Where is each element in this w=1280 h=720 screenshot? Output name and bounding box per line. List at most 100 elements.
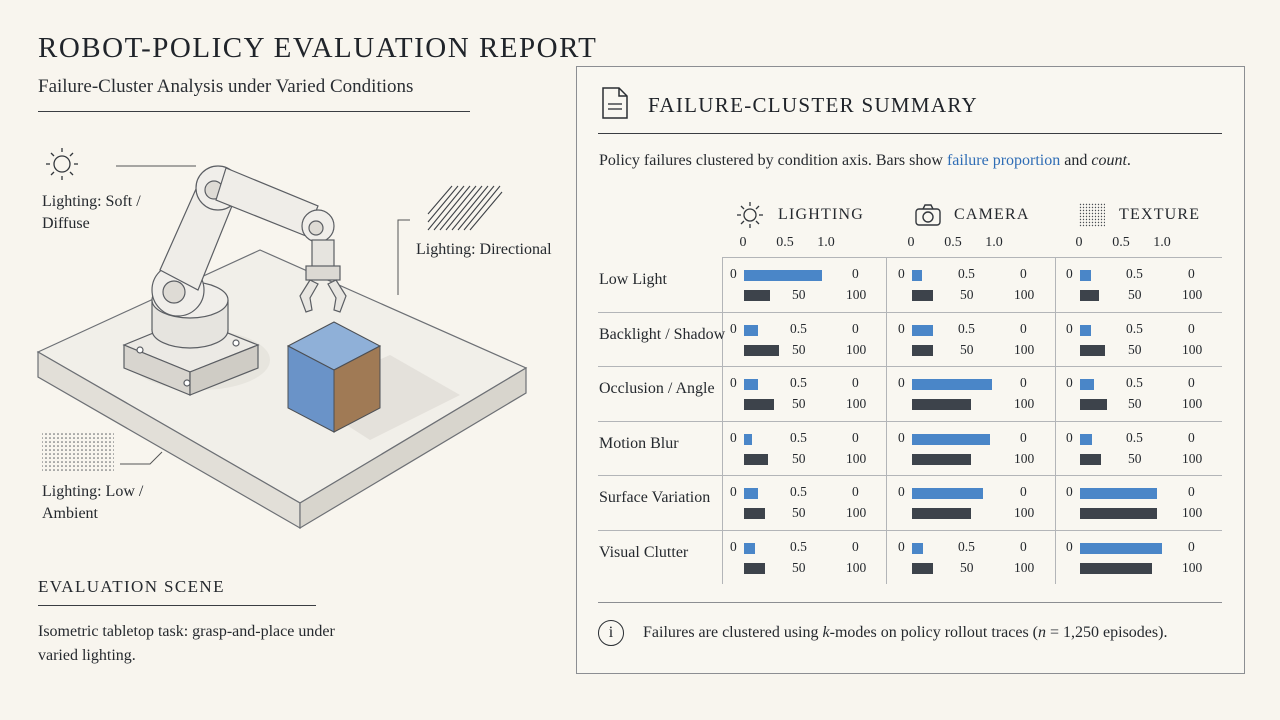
axis-tick-label: 0 [907,235,915,250]
scene-illustration [36,148,528,530]
zero-label-right: 0 [1020,429,1027,445]
half-label: 0.5 [790,484,807,499]
footnote-suffix: = 1,250 episodes). [1046,624,1168,641]
label-soft-diffuse: Lighting: Soft / Diffuse [42,191,141,235]
row-divider [598,475,1222,476]
footnote-mid: -modes on policy rollout traces ( [829,624,1038,641]
leader-low [120,451,163,465]
count-bar [1080,399,1108,410]
row-label-5: Visual Clutter [599,543,689,561]
zero-label: 0 [898,266,905,281]
zero-label-right: 0 [1188,375,1195,390]
count-50-label: 50 [1128,396,1142,411]
intro-highlight: failure proportion [946,152,1061,169]
proportion-bar [744,433,753,445]
zero-label: 0 [898,484,905,499]
zero-label: 0 [1066,320,1073,336]
zero-label: 0 [1066,484,1073,499]
row-divider [598,420,1222,422]
count-100-label: 100 [1182,341,1203,357]
zero-label: 0 [1066,266,1073,281]
proportion-bar [912,542,923,554]
dot-swatch-icon [42,432,114,472]
row-label-0: Low Light [599,271,667,288]
axis-tick-label: 0.5 [944,235,962,250]
zero-label: 0 [898,320,905,336]
count-bar [912,453,972,465]
zero-label-right: 0 [852,320,859,336]
column-head-texture: TEXTURE [1119,206,1201,223]
proportion-bar [744,379,758,390]
sun-icon [46,148,78,180]
scene-rule [38,605,316,606]
column-head-lighting: LIGHTING [778,206,865,223]
intro-prefix: Policy failures clustered by condition a… [599,152,947,169]
header-rule [38,111,470,112]
column-head-camera: CAMERA [954,206,1030,223]
count-50-label: 50 [792,450,806,466]
half-label: 0.5 [1126,266,1143,281]
row-label-3: Motion Blur [599,434,679,452]
panel-title: FAILURE-CLUSTER SUMMARY [648,93,978,117]
zero-label: 0 [730,484,737,499]
target-cube [286,321,382,433]
zero-label-right: 0 [852,375,859,390]
label-low-line1: Lighting: Low / [42,483,144,500]
panel-intro: Policy failures clustered by condition a… [599,152,1131,170]
zero-label-right: 0 [852,538,859,554]
count-100-label: 100 [1014,505,1035,520]
label-directional: Lighting: Directional [416,241,552,258]
count-bar [912,344,933,356]
half-label: 0.5 [1126,375,1143,390]
footnote: Failures are clustered using k-modes on … [643,624,1167,642]
half-label: 0.5 [1126,429,1143,445]
count-100-label: 100 [846,287,867,302]
proportion-bar [744,270,822,281]
count-100-label: 100 [1014,559,1035,575]
label-low-ambient: Lighting: Low / Ambient [42,481,143,525]
count-100-label: 100 [846,396,867,411]
info-icon: i [598,620,624,646]
intro-italic: count [1091,152,1127,169]
hatch-swatch-icon [427,185,503,231]
half-label: 0.5 [958,266,975,281]
proportion-bar [744,488,758,499]
count-100-label: 100 [1182,559,1203,575]
count-bar [744,344,780,356]
zero-label-right: 0 [1020,266,1027,281]
row-label-2: Occlusion / Angle [599,380,715,397]
half-label: 0.5 [958,538,975,554]
row-divider [598,311,1222,313]
count-50-label: 50 [792,559,806,575]
row-divider [598,366,1222,367]
zero-label: 0 [730,320,737,336]
count-50-label: 50 [792,505,806,520]
count-50-label: 50 [960,287,974,302]
axis-tick-label: 1.0 [817,235,835,250]
sun-icon [737,202,763,228]
half-label: 0.5 [790,538,807,554]
report-subtitle: Failure-Cluster Analysis under Varied Co… [38,76,414,97]
zero-label-right: 0 [1020,320,1027,336]
count-100-label: 100 [1014,287,1035,302]
report-title: ROBOT-POLICY EVALUATION REPORT [38,32,598,64]
axis-tick-label: 0 [1075,235,1083,250]
label-low-line2: Ambient [42,505,98,522]
row-divider [598,529,1222,531]
count-bar [912,399,972,410]
camera-icon [915,204,941,226]
half-label: 0.5 [790,429,807,445]
half-label: 0.5 [790,375,807,390]
count-bar [1080,290,1099,301]
axis-tick-label: 0.5 [1112,235,1130,250]
intro-mid: and [1060,152,1092,169]
zero-label: 0 [730,375,737,390]
proportion-bar [744,542,755,554]
count-bar [912,562,933,574]
scene-heading: EVALUATION SCENE [38,577,225,596]
zero-label-right: 0 [1188,320,1195,336]
proportion-bar [1080,488,1158,499]
count-bar [744,508,766,519]
count-bar [744,290,771,301]
zero-label: 0 [730,429,737,445]
